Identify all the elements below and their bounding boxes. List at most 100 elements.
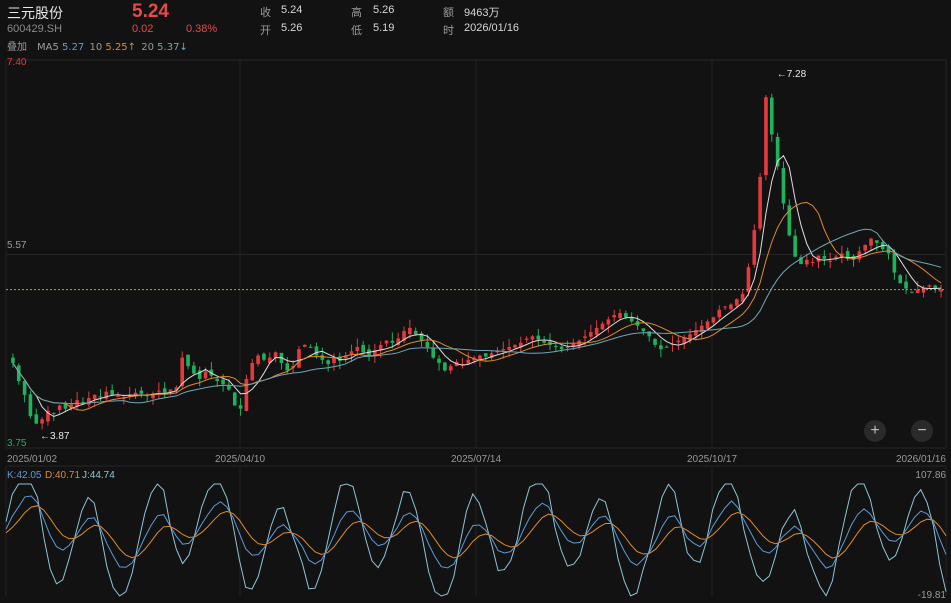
candle bbox=[758, 176, 762, 229]
candle bbox=[518, 342, 523, 348]
candle bbox=[746, 267, 751, 292]
candle bbox=[244, 378, 249, 411]
candle bbox=[297, 349, 301, 368]
candle bbox=[425, 341, 430, 348]
candle bbox=[694, 330, 698, 336]
candle bbox=[840, 253, 844, 258]
candle bbox=[28, 394, 33, 417]
candle bbox=[437, 358, 441, 363]
candle bbox=[927, 285, 932, 287]
ma20-label: 20 bbox=[141, 42, 154, 53]
kdj-j-label: J:44.74 bbox=[82, 470, 115, 481]
candle bbox=[46, 410, 50, 422]
candle bbox=[408, 327, 412, 335]
x-tick-0: 2025/01/02 bbox=[7, 454, 57, 465]
candle bbox=[22, 380, 27, 395]
candle bbox=[104, 391, 109, 399]
candle bbox=[145, 395, 149, 397]
candle bbox=[127, 394, 132, 398]
candle bbox=[232, 392, 237, 406]
candle bbox=[11, 357, 15, 363]
candle bbox=[740, 293, 745, 302]
candle bbox=[793, 235, 797, 257]
candle bbox=[419, 333, 424, 341]
candle bbox=[624, 313, 628, 318]
kdj-min-label: -19.81 bbox=[918, 590, 947, 601]
x-tick-4: 2026/01/16 bbox=[896, 454, 946, 465]
close-label: 收 bbox=[260, 6, 271, 19]
candle bbox=[612, 315, 616, 318]
candle bbox=[92, 394, 97, 399]
candle bbox=[221, 379, 225, 385]
candle bbox=[594, 327, 599, 335]
candle bbox=[51, 412, 56, 414]
ma5-label: MA5 bbox=[37, 42, 59, 53]
candle bbox=[939, 289, 943, 292]
candle bbox=[390, 340, 395, 343]
overlay-button[interactable]: 叠加 bbox=[7, 42, 27, 53]
candle bbox=[326, 360, 330, 365]
candle bbox=[314, 346, 319, 356]
candle bbox=[589, 332, 593, 337]
candle bbox=[705, 321, 710, 329]
low-value: 5.19 bbox=[373, 22, 395, 34]
candle bbox=[338, 356, 342, 361]
candle bbox=[186, 354, 190, 367]
candle bbox=[256, 355, 260, 364]
candle bbox=[542, 340, 546, 343]
zoom-out-button[interactable]: − bbox=[911, 420, 933, 442]
candle bbox=[478, 355, 482, 361]
candle bbox=[489, 353, 494, 358]
price-change: 0.02 bbox=[132, 23, 154, 35]
candle bbox=[483, 353, 488, 357]
candle bbox=[402, 331, 406, 341]
candle bbox=[933, 285, 938, 289]
candle bbox=[308, 346, 313, 348]
candle bbox=[227, 385, 231, 390]
zoom-in-button[interactable]: + bbox=[864, 420, 886, 442]
candle bbox=[157, 390, 161, 392]
candle bbox=[828, 260, 832, 262]
candle bbox=[285, 363, 290, 371]
candle bbox=[495, 351, 500, 353]
candle bbox=[448, 366, 453, 371]
candle bbox=[396, 338, 401, 345]
candle bbox=[898, 275, 903, 284]
y-tick-mid: 5.57 bbox=[7, 240, 27, 251]
ma10-label: 10 bbox=[89, 42, 103, 53]
candle bbox=[699, 325, 704, 333]
amount-label: 额 bbox=[443, 6, 454, 19]
high-value: 5.26 bbox=[373, 4, 395, 16]
candle bbox=[583, 336, 587, 338]
candle bbox=[834, 256, 838, 259]
candle bbox=[361, 344, 365, 353]
candle bbox=[717, 309, 722, 318]
candle bbox=[215, 378, 220, 382]
candle bbox=[332, 357, 336, 363]
low-label: 低 bbox=[351, 24, 362, 37]
candle bbox=[320, 355, 325, 360]
ma10-value: 5.25↑ bbox=[105, 42, 137, 53]
open-label: 开 bbox=[260, 24, 271, 37]
candle bbox=[553, 345, 558, 348]
candle bbox=[629, 317, 634, 322]
candle bbox=[606, 319, 611, 325]
candle bbox=[530, 336, 535, 340]
high-label: 高 bbox=[351, 6, 362, 19]
ma5-value: 5.27 bbox=[62, 42, 85, 53]
candle bbox=[764, 97, 768, 176]
candle bbox=[192, 365, 196, 374]
candle bbox=[34, 414, 39, 424]
candle bbox=[536, 335, 541, 340]
current-price: 5.24 bbox=[132, 1, 169, 22]
candle bbox=[343, 355, 348, 359]
candle bbox=[676, 340, 681, 343]
kdj-d-label: D:40.71 bbox=[45, 470, 80, 481]
candle bbox=[863, 244, 868, 251]
candle bbox=[57, 405, 62, 410]
candle bbox=[734, 299, 739, 306]
candle bbox=[892, 252, 897, 273]
candle bbox=[151, 393, 155, 399]
ma5-line bbox=[12, 154, 942, 418]
